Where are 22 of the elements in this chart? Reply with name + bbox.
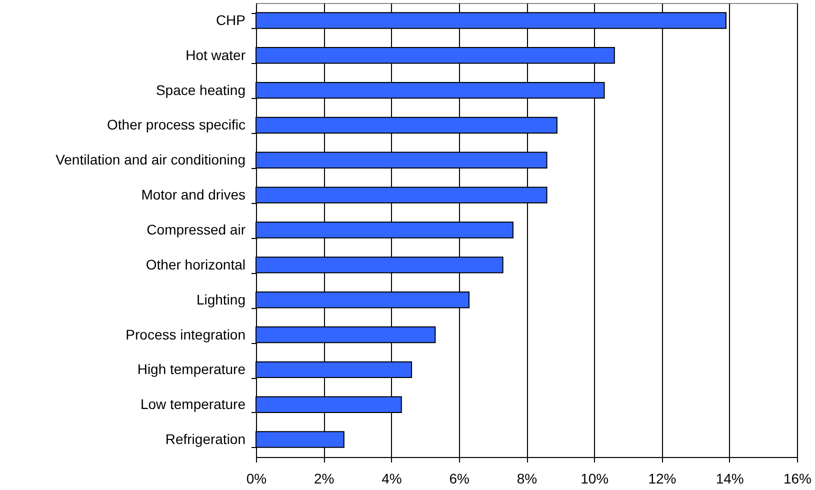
y-tick-label: Refrigeration <box>165 431 246 448</box>
y-tick-label: Hot water <box>186 46 246 63</box>
y-tick-label: Other process specific <box>107 116 246 133</box>
x-tick-label: 16% <box>783 470 812 486</box>
y-tick-label: Space heating <box>156 82 246 98</box>
x-tick-label: 10% <box>580 470 609 486</box>
y-tick-label: Other horizontal <box>146 256 246 272</box>
x-tick-label: 4% <box>382 470 402 486</box>
x-tick-label: 8% <box>516 470 538 486</box>
y-tick-label: CHP <box>216 12 246 28</box>
y-tick-label: Low temperature <box>140 396 246 412</box>
y-tick-label: Lighting <box>196 291 246 308</box>
x-tick-label: 0% <box>246 470 267 486</box>
y-tick-label: High temperature <box>137 361 246 378</box>
y-tick-label: Process integration <box>126 326 246 342</box>
x-tick-label: 12% <box>648 470 676 486</box>
x-tick-label: 6% <box>449 470 470 486</box>
x-tick-label: 14% <box>716 470 744 486</box>
x-tick-label: 2% <box>314 470 334 486</box>
y-tick-label: Ventilation and air conditioning <box>56 152 246 168</box>
y-tick-label: Compressed air <box>146 222 246 238</box>
y-tick-label: Motor and drives <box>141 186 246 203</box>
